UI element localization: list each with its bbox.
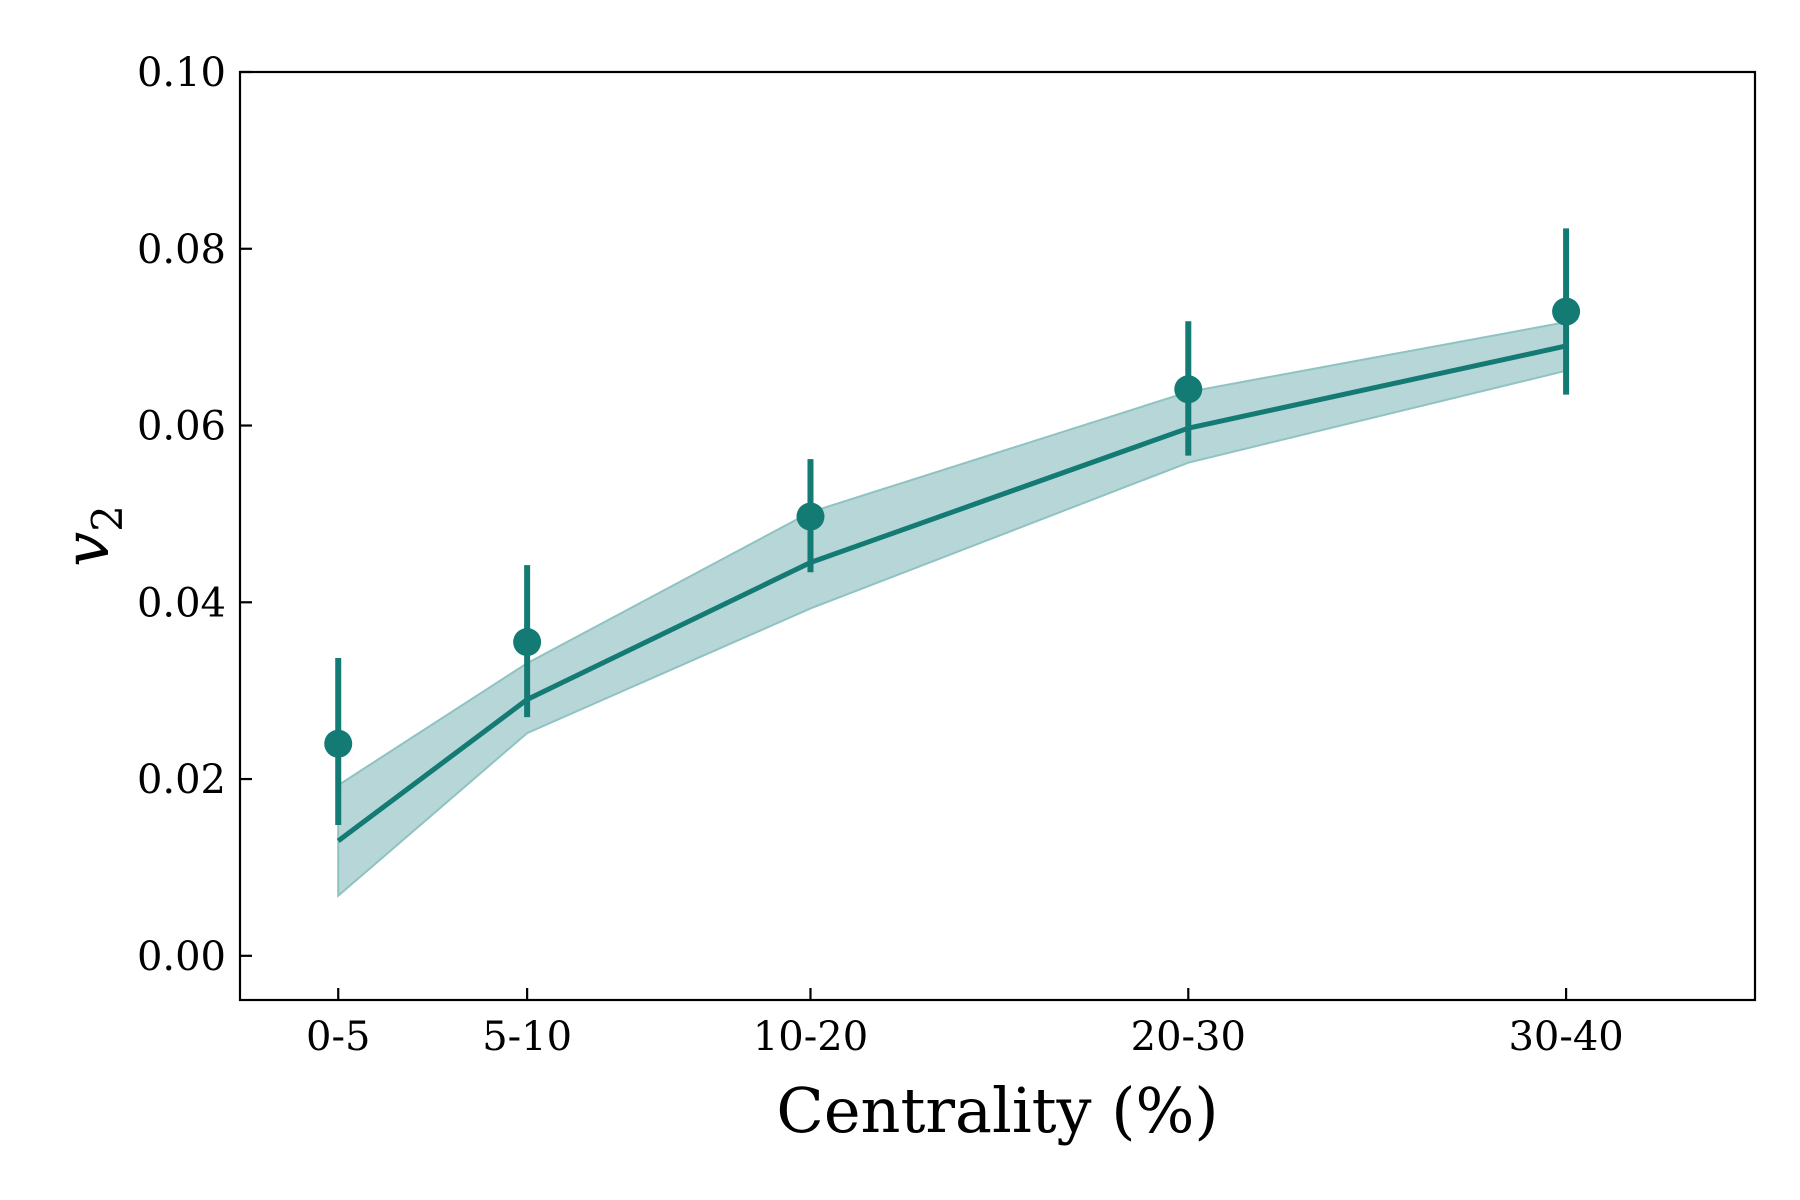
- x-tick-label: 10-20: [753, 1014, 868, 1060]
- y-tick-label: 0.10: [137, 50, 226, 96]
- y-tick-label: 0.06: [137, 404, 226, 450]
- data-point-group: [513, 565, 542, 718]
- y-tick-label: 0.00: [137, 934, 226, 980]
- data-point: [1552, 297, 1581, 326]
- theory-line-layer: [336, 343, 1567, 843]
- data-points-layer: [324, 228, 1581, 826]
- x-tick-label: 5-10: [482, 1014, 572, 1060]
- y-axis-label-subscript: 2: [83, 505, 132, 532]
- data-point: [324, 729, 353, 758]
- x-tick-label: 20-30: [1131, 1014, 1246, 1060]
- data-point: [513, 628, 542, 657]
- y-axis-ticks: 0.00 0.02 0.04 0.06 0.08 0.10: [137, 50, 252, 980]
- y-tick-label: 0.02: [137, 757, 226, 803]
- x-axis-label: Centrality (%): [776, 1074, 1218, 1147]
- data-point: [796, 502, 825, 531]
- uncertainty-band-layer: [337, 320, 1568, 898]
- data-point-group: [1174, 321, 1203, 456]
- data-point-group: [796, 459, 825, 573]
- data-point-group: [324, 657, 353, 826]
- y-tick-label: 0.04: [137, 580, 226, 626]
- y-tick-label: 0.08: [137, 227, 226, 273]
- uncertainty-band: [337, 320, 1568, 898]
- x-tick-label: 0-5: [306, 1014, 370, 1060]
- x-axis-ticks: 0-5 5-10 10-20 20-30 30-40: [306, 988, 1624, 1060]
- data-point: [1174, 375, 1203, 404]
- y-axis-label: v2: [50, 505, 132, 567]
- y-axis-label-base: v: [50, 532, 123, 567]
- plot-frame: [238, 70, 1757, 1002]
- data-point-group: [1552, 228, 1581, 395]
- x-tick-label: 30-40: [1508, 1014, 1623, 1060]
- theory-line: [336, 343, 1567, 843]
